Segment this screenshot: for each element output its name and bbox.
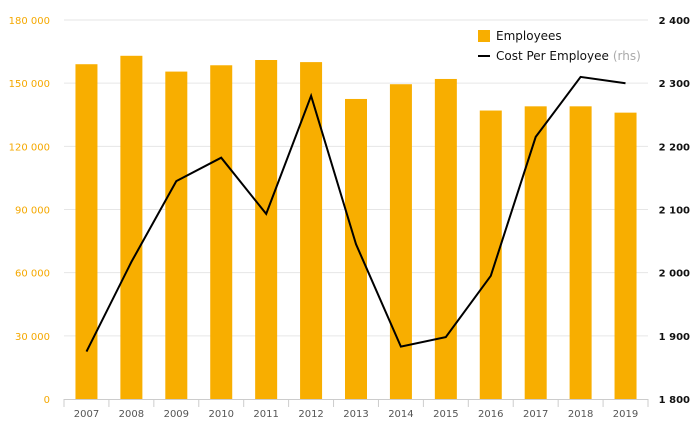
- x-axis: 2007 2008 2009 2010 2011 2012 2013 2014 2015 2016…: [63, 399, 649, 420]
- bar-employees-2013: [345, 98, 367, 399]
- bar-employees-2009: [165, 71, 188, 399]
- bar-employees-2012: [300, 62, 323, 399]
- legend-label-cost-suffix: (rhs): [613, 49, 641, 63]
- left-tick-label: 150 000: [9, 79, 50, 90]
- legend: Employees Cost Per Employee (rhs): [478, 29, 641, 63]
- bar-employees-2016: [479, 110, 502, 400]
- bar-employees-2014: [389, 84, 412, 399]
- bar-employees-2017: [524, 106, 547, 400]
- right-tick-label: 2 400: [659, 16, 690, 27]
- right-tick-label: 1 900: [659, 332, 690, 343]
- bar-employees-2011: [255, 60, 278, 399]
- bar-employees-2019: [614, 112, 637, 400]
- legend-swatch-employees: [478, 30, 490, 42]
- bar-employees-2008: [120, 55, 143, 400]
- cost-line-layer: [85, 75, 626, 353]
- x-tick-label: 2010: [209, 409, 234, 420]
- left-tick-label: 180 000: [9, 16, 50, 27]
- left-tick-label: 90 000: [15, 206, 50, 217]
- right-tick-label: 2 300: [659, 79, 690, 90]
- legend-label-cost-per-employee: Cost Per Employee (rhs): [496, 49, 641, 63]
- right-y-axis: 1 800 1 900 2 000 2 100 2 200 2 300 2 400: [659, 16, 690, 406]
- x-tick-label: 2018: [568, 409, 593, 420]
- bar-employees-2015: [434, 78, 457, 399]
- bar-employees-2018: [569, 106, 592, 400]
- left-y-axis: 0 30 000 60 000 90 000 120 000 150 000 180 000: [9, 16, 50, 406]
- legend-label-employees: Employees: [496, 29, 562, 43]
- right-tick-label: 2 200: [659, 142, 690, 153]
- left-tick-label: 30 000: [15, 332, 50, 343]
- x-tick-label: 2019: [613, 409, 638, 420]
- x-tick-label: 2014: [388, 409, 413, 420]
- bar-employees-2010: [210, 65, 233, 400]
- left-tick-label: 60 000: [15, 269, 50, 280]
- right-tick-label: 2 000: [659, 269, 690, 280]
- x-tick-label: 2012: [298, 409, 323, 420]
- x-tick-label: 2011: [253, 409, 278, 420]
- left-tick-label: 120 000: [9, 142, 50, 153]
- x-tick-label: 2009: [164, 409, 189, 420]
- left-tick-label: 0: [44, 395, 50, 406]
- bar-employees-2007: [75, 64, 98, 399]
- right-tick-label: 1 800: [659, 395, 690, 406]
- x-tick-label: 2017: [523, 409, 548, 420]
- x-tick-label: 2015: [433, 409, 458, 420]
- x-tick-label: 2007: [74, 409, 99, 420]
- x-tick-label: 2013: [343, 409, 368, 420]
- x-tick-label: 2016: [478, 409, 503, 420]
- line-cost-per-employee: [85, 75, 626, 353]
- legend-label-cost-text: Cost Per Employee: [496, 49, 609, 63]
- employee-bars: [75, 55, 637, 400]
- right-tick-label: 2 100: [659, 206, 690, 217]
- x-tick-label: 2008: [119, 409, 144, 420]
